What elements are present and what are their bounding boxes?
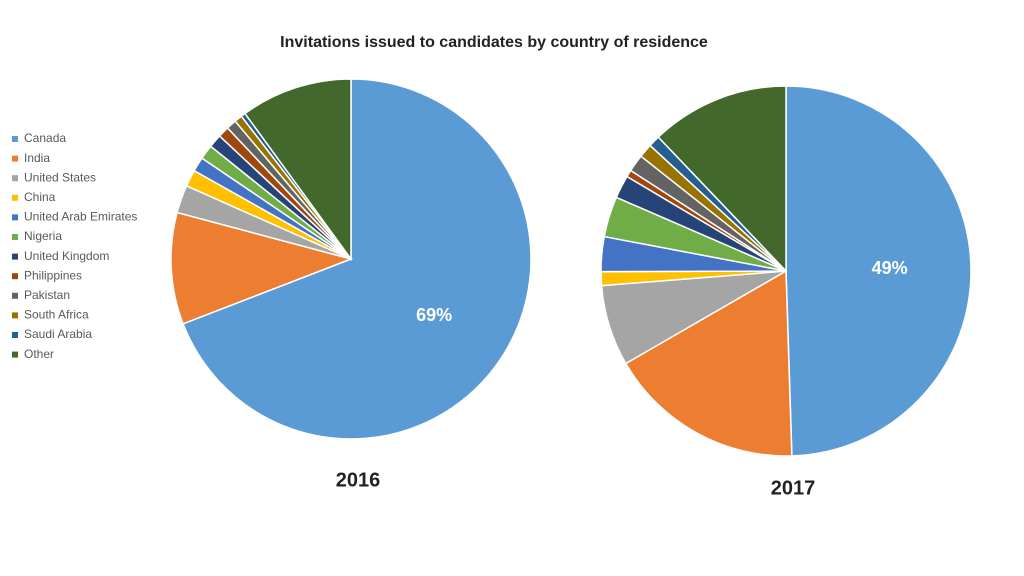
- legend-label: Other: [24, 347, 54, 361]
- legend-label: China: [24, 190, 56, 204]
- value-label: 49%: [872, 258, 908, 278]
- legend-swatch: [12, 292, 18, 299]
- chart-title: Invitations issued to candidates by coun…: [280, 34, 708, 51]
- legend-label: South Africa: [24, 308, 89, 322]
- legend-swatch: [12, 351, 18, 358]
- value-label: 69%: [416, 305, 452, 325]
- legend-label: United States: [24, 170, 96, 184]
- pie-slice: [785, 85, 972, 457]
- pie-slice: [170, 211, 354, 325]
- legend-swatch: [12, 136, 18, 142]
- pie-slice: [243, 78, 352, 262]
- pie-slice: [624, 269, 793, 457]
- legend-swatch: [12, 253, 18, 260]
- legend-swatch: [12, 214, 18, 221]
- legend-label: Saudi Arabia: [24, 327, 92, 341]
- legend-label: Nigeria: [24, 229, 62, 243]
- legend-swatch: [12, 234, 18, 240]
- legend-swatch: [12, 194, 18, 201]
- legend-swatch: [12, 155, 18, 162]
- pie-title: 2017: [771, 477, 816, 499]
- legend-label: Canada: [24, 131, 66, 145]
- legend-swatch: [12, 332, 18, 338]
- legend-swatch: [12, 273, 18, 280]
- legend-swatch: [12, 175, 18, 182]
- legend-label: Pakistan: [24, 288, 70, 302]
- legend-label: India: [24, 151, 50, 165]
- legend-swatch: [12, 312, 18, 319]
- legend-label: United Arab Emirates: [24, 210, 137, 224]
- legend-label: Philippines: [24, 268, 82, 282]
- pie-slice: [182, 78, 532, 440]
- pie-title: 2016: [336, 469, 381, 491]
- pie-slice: [657, 85, 787, 273]
- legend-label: United Kingdom: [24, 249, 109, 263]
